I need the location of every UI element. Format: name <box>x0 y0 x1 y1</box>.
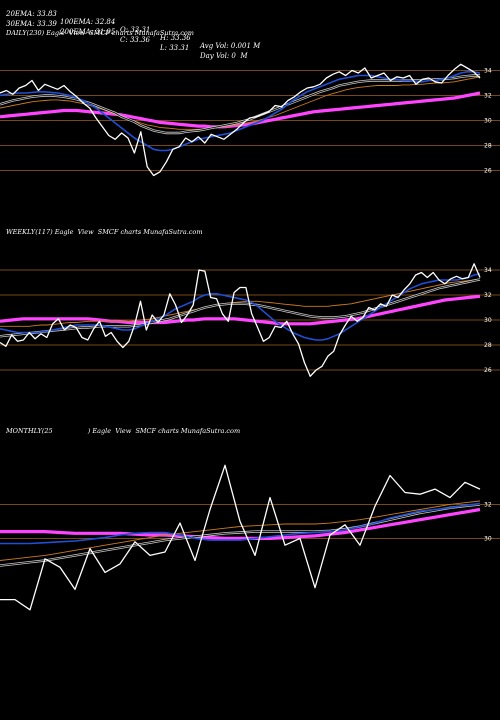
monthly-chart: 32 30 <box>0 464 500 611</box>
ema-orange-line <box>0 500 481 561</box>
low-readout: L: 33.31 <box>160 44 190 52</box>
day-vol-readout: Day Vol: 0 M <box>200 52 248 60</box>
open-readout: O: 33.31 <box>120 26 151 34</box>
ema-orange-line <box>0 278 481 327</box>
daily-chart: 34 32 30 28 26 <box>0 63 500 177</box>
weekly-panel-label: WEEKLY(117) Eagle View SMCF charts Munaf… <box>6 228 203 236</box>
header-row-2: 30EMA: 33.39 200EMA: 31.95 C: 33.36 L: 3… <box>6 12 248 60</box>
ema-orange-line <box>0 76 481 130</box>
ema200-readout: 200EMA: 31.95 <box>60 28 116 36</box>
ema-short-line <box>0 502 481 545</box>
monthly-panel-label: MONTHLY(25 ) Eagle View SMCF charts Muna… <box>6 427 241 435</box>
ema20-readout: 20EMA: 33.83 <box>6 10 57 18</box>
y-tick-label: 30 <box>484 535 492 542</box>
ema-long-line <box>0 294 481 326</box>
y-tick-label: 28 <box>484 342 492 349</box>
y-tick-label: 32 <box>484 501 492 508</box>
price-line <box>0 464 481 611</box>
y-tick-label: 34 <box>484 68 492 75</box>
y-tick-label: 34 <box>484 267 492 274</box>
ema-long-line <box>0 91 481 129</box>
price-line <box>0 263 481 377</box>
ema-mid-line-core <box>0 278 481 337</box>
avg-vol-readout: Avg Vol: 0.001 M <box>200 42 261 50</box>
y-tick-label: 30 <box>484 118 492 125</box>
y-tick-label: 26 <box>484 168 492 175</box>
y-tick-label: 28 <box>484 143 492 150</box>
ema30-readout: 30EMA: 33.39 <box>6 20 57 28</box>
close-readout: C: 33.36 <box>120 36 150 44</box>
ema-long-line <box>0 507 481 541</box>
price-line <box>0 63 481 177</box>
weekly-chart: 34 32 30 28 26 <box>0 263 500 377</box>
daily-panel-label: DAILY(230) Eagle View SMCF charts Munafa… <box>6 29 194 37</box>
y-tick-label: 32 <box>484 292 492 299</box>
y-tick-label: 30 <box>484 317 492 324</box>
high-readout: H: 33.36 <box>160 34 191 42</box>
ema100-readout: 100EMA: 32.84 <box>60 18 116 26</box>
header-row-1: 20EMA: 33.83 100EMA: 32.84 O: 33.31 H: 3… <box>6 2 260 50</box>
ema-mid-line-core <box>0 503 481 567</box>
y-tick-label: 32 <box>484 93 492 100</box>
y-tick-label: 26 <box>484 367 492 374</box>
